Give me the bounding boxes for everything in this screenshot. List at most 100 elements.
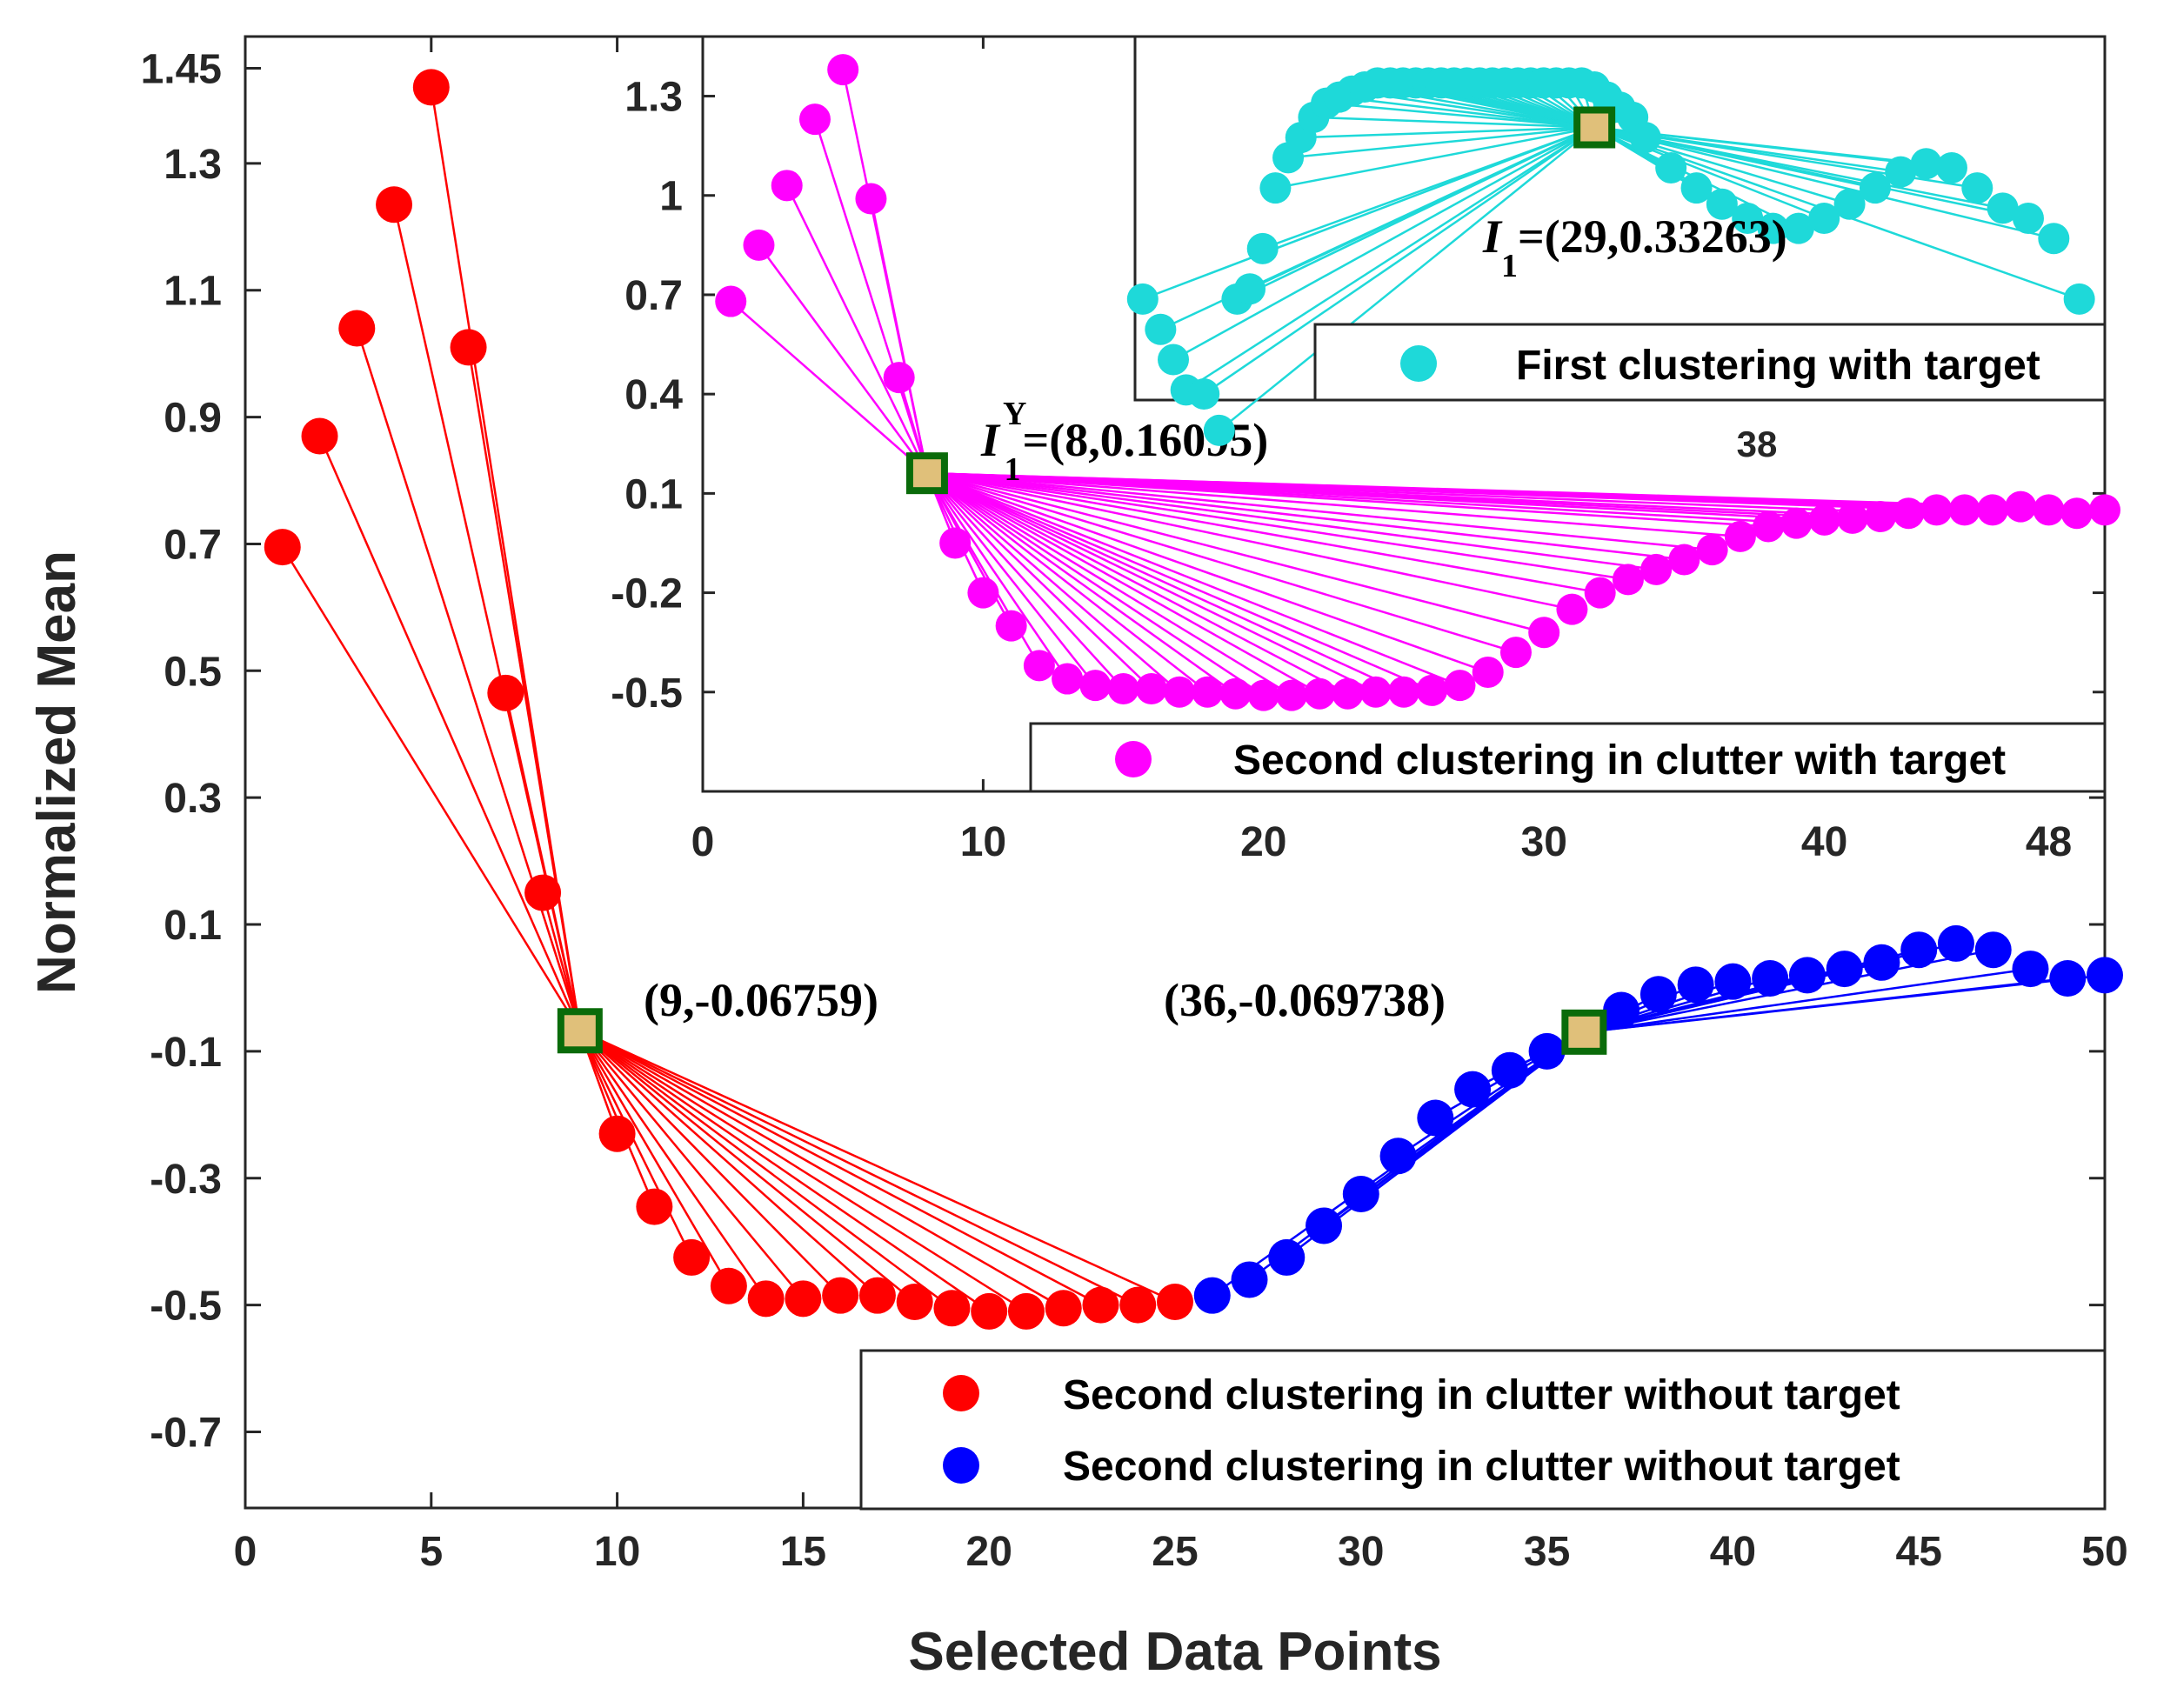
inset-1-connector-line (926, 472, 1180, 693)
main-connector-line (579, 1030, 1065, 1310)
main-data-point (1231, 1261, 1268, 1298)
main-data-point (1045, 1290, 1082, 1327)
inset-2-connector-line (1313, 116, 1595, 129)
inset-2-x-tick-label: 38 (1737, 424, 1778, 464)
main-connector-line (318, 435, 581, 1031)
main-data-point (450, 329, 487, 366)
main-y-tick-label: -0.5 (150, 1284, 222, 1330)
main-legend-entry-1: Second clustering in clutter without tar… (1063, 1372, 1900, 1418)
inset-2-data-point (1782, 212, 1814, 244)
main-data-point (710, 1267, 747, 1304)
inset-1-connector-line (926, 471, 1573, 610)
main-data-point (1193, 1277, 1231, 1314)
inset-1-data-point (995, 610, 1027, 642)
inset-1-data-point (1304, 677, 1336, 710)
inset-1-data-point (1499, 637, 1532, 669)
inset-1-data-point (1164, 676, 1196, 708)
inset-2-connector-line (1300, 126, 1595, 139)
inset-1-data-point (967, 577, 999, 609)
main-connector-line (579, 1030, 1139, 1306)
inset-1-y-tick-label: 1.3 (624, 75, 683, 121)
inset-2-plot: I1=(29,0.33263) 38 First clustering with… (1126, 35, 2107, 464)
main-annotation-2: (36,-0.069738) (1164, 974, 1446, 1026)
inset-1-data-point (883, 362, 915, 394)
main-legend: Second clustering in clutter without tar… (859, 1349, 2107, 1511)
inset-2-connector-line (1326, 102, 1595, 129)
inset-1-data-point (939, 527, 972, 559)
main-connector-line (579, 1030, 990, 1312)
inset-2-connector-line (1593, 126, 2054, 240)
main-data-point (1007, 1292, 1045, 1330)
main-legend-red-marker (943, 1375, 979, 1411)
main-data-point (598, 1115, 636, 1152)
inset-1-data-point (1948, 494, 1980, 526)
inset-1-data-point (1052, 663, 1084, 695)
inset-1-data-point (1276, 679, 1308, 711)
main-connector-line (578, 1030, 767, 1300)
inset-1-data-point (798, 103, 831, 136)
inset-1-data-point (1332, 677, 1364, 710)
inset-1-data-point (855, 183, 887, 215)
main-data-point (376, 186, 413, 224)
inset-2-data-point (1203, 414, 1235, 446)
main-data-point (524, 874, 562, 911)
inset-1-data-point (1444, 670, 1476, 702)
inset-1-data-point (1836, 502, 1868, 534)
inset-1-data-point (1107, 672, 1139, 704)
inset-1-data-point (1696, 534, 1728, 566)
inset-2-legend-marker (1400, 345, 1437, 382)
main-data-point (1974, 931, 2012, 969)
inset-2-data-point (1246, 232, 1279, 264)
main-data-point (1157, 1283, 1193, 1320)
inset-2-connector-line (1287, 126, 1595, 159)
inset-1-data-point (1584, 577, 1616, 609)
inset-1-data-point (1556, 593, 1588, 625)
inset-1-connector-line (926, 472, 1432, 692)
main-x-tick-label: 5 (419, 1529, 443, 1575)
inset-2-connector-line (1262, 126, 1595, 250)
main-connector-line (578, 1030, 842, 1297)
inset-1-x-tick-label: 20 (1240, 819, 1286, 865)
main-data-point (1639, 976, 1677, 1013)
inset-1-data-point (1472, 656, 1504, 688)
inset-1-connector-line (785, 184, 929, 474)
inset-1-data-point (1780, 507, 1813, 539)
main-connector-line (579, 1030, 1027, 1312)
inset-1-data-point (1640, 553, 1673, 585)
main-data-point (1788, 957, 1826, 994)
inset-1-x-tick-label: 30 (1521, 819, 1567, 865)
inset-1-data-point (1135, 672, 1167, 704)
main-data-point (1863, 944, 1900, 981)
main-data-point (487, 674, 524, 711)
inset-1-connector-line (926, 472, 1349, 695)
inset-1-connector-line (925, 472, 1097, 686)
main-data-point (971, 1292, 1008, 1330)
x-axis-label: Selected Data Points (908, 1622, 1441, 1682)
main-connector-line (579, 1030, 953, 1310)
inset-2-connector-line (1185, 126, 1595, 391)
inset-1-connector-line (926, 471, 1740, 538)
inset-1-annotation-sup: Y (1003, 396, 1026, 432)
main-x-tick-label: 10 (594, 1529, 640, 1575)
inset-2-data-point (2012, 203, 2044, 234)
inset-1-connector-line (926, 471, 1489, 674)
inset-2-legend-box (1313, 323, 2107, 402)
main-data-point (1082, 1286, 1119, 1324)
inset-1-connector-line (926, 472, 1405, 693)
inset-1-data-point (1416, 674, 1448, 706)
inset-1-connector-line (926, 472, 1460, 687)
inset-2-connector-line (1219, 126, 1595, 431)
main-data-point (1826, 951, 1863, 988)
inset-1-data-point (1724, 520, 1756, 552)
inset-2-connector-line (1249, 126, 1595, 290)
main-data-point (822, 1277, 859, 1314)
main-cluster-center-marker (557, 1008, 603, 1054)
inset-1-connector-line (925, 472, 1069, 680)
main-data-point (858, 1277, 896, 1314)
inset-1-x-axis: 0 10 20 30 40 48 (691, 37, 2072, 865)
main-data-point (747, 1280, 785, 1318)
inset-2-annotation-label: I (1482, 210, 1503, 263)
main-data-point (2087, 957, 2123, 994)
main-connector-line (579, 1030, 1176, 1304)
inset-1-data-point (1192, 676, 1224, 708)
